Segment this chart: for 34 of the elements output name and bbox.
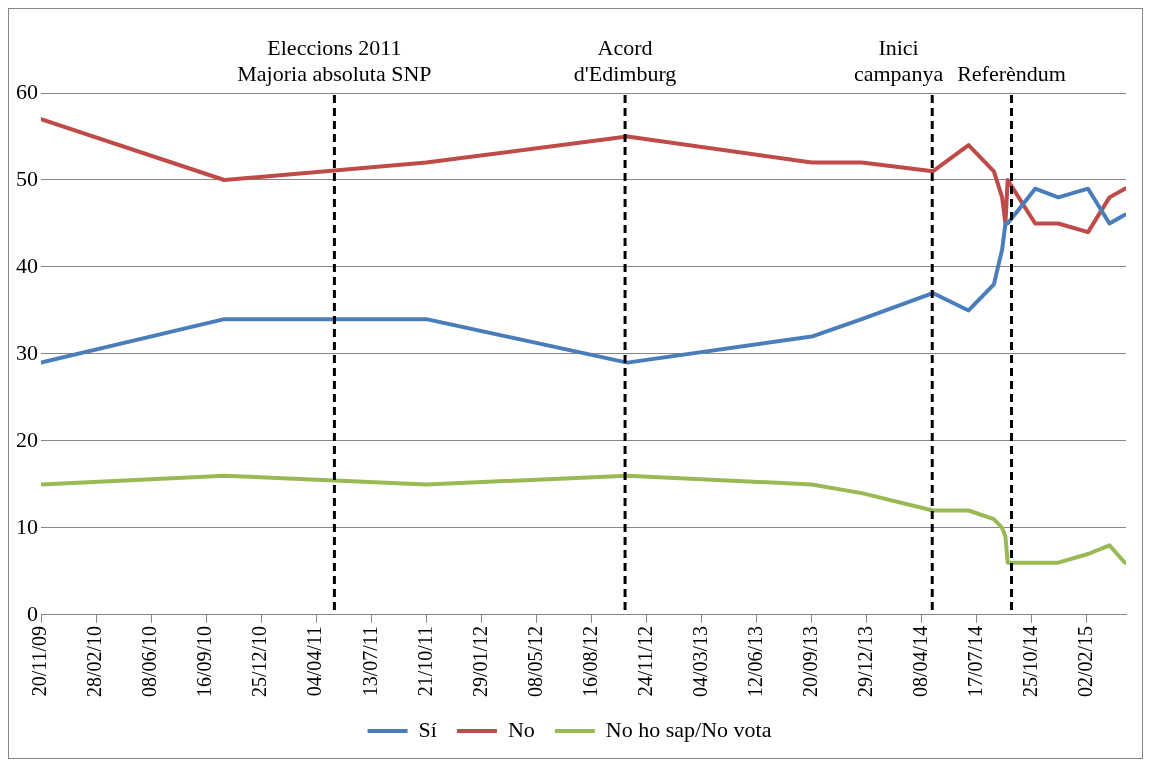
- x-tick-label: 28/02/10: [83, 625, 106, 698]
- x-tick-label: 21/10/11: [413, 625, 436, 697]
- y-tick-label: 30: [16, 339, 38, 365]
- y-tick-label: 60: [16, 78, 38, 104]
- legend-label: No: [507, 716, 535, 742]
- legend-label: No ho sap/No vota: [605, 716, 772, 742]
- y-tick-label: 20: [16, 426, 38, 452]
- x-tick-label: 17/07/14: [964, 625, 987, 698]
- x-tick-label: 25/10/14: [1019, 625, 1042, 698]
- x-tick-label: 13/07/11: [358, 625, 381, 697]
- ref-line-label: Acord d'Edimburg: [573, 35, 677, 86]
- y-tick-label: 50: [16, 165, 38, 191]
- x-tick-label: 16/08/12: [578, 625, 601, 698]
- x-tick-label: 02/02/15: [1074, 625, 1097, 698]
- x-tick-label: 20/11/09: [28, 625, 51, 697]
- x-tick-label: 20/09/13: [798, 625, 821, 698]
- x-tick-label: 04/04/11: [303, 625, 326, 697]
- ref-line-label: Inici campanya: [853, 35, 944, 86]
- x-tick-label: 29/01/12: [468, 625, 491, 698]
- y-tick-label: 40: [16, 252, 38, 278]
- x-tick-label: 12/06/13: [743, 625, 766, 698]
- x-tick-label: 08/05/12: [523, 625, 546, 698]
- y-tick-label: 10: [16, 513, 38, 539]
- x-tick-label: 16/09/10: [193, 625, 216, 698]
- x-tick-label: 24/11/12: [633, 625, 656, 697]
- x-tick-label: 25/12/10: [248, 625, 271, 698]
- x-tick-label: 08/04/14: [909, 625, 932, 698]
- y-tick-label: 0: [27, 600, 38, 626]
- ref-line-label: Referèndum: [957, 61, 1066, 86]
- legend-label: Sí: [418, 716, 437, 742]
- ref-line-label: Eleccions 2011 Majoria absoluta SNP: [237, 35, 432, 86]
- x-tick-label: 04/03/13: [688, 625, 711, 698]
- x-tick-label: 08/06/10: [138, 625, 161, 698]
- x-tick-label: 29/12/13: [853, 625, 876, 698]
